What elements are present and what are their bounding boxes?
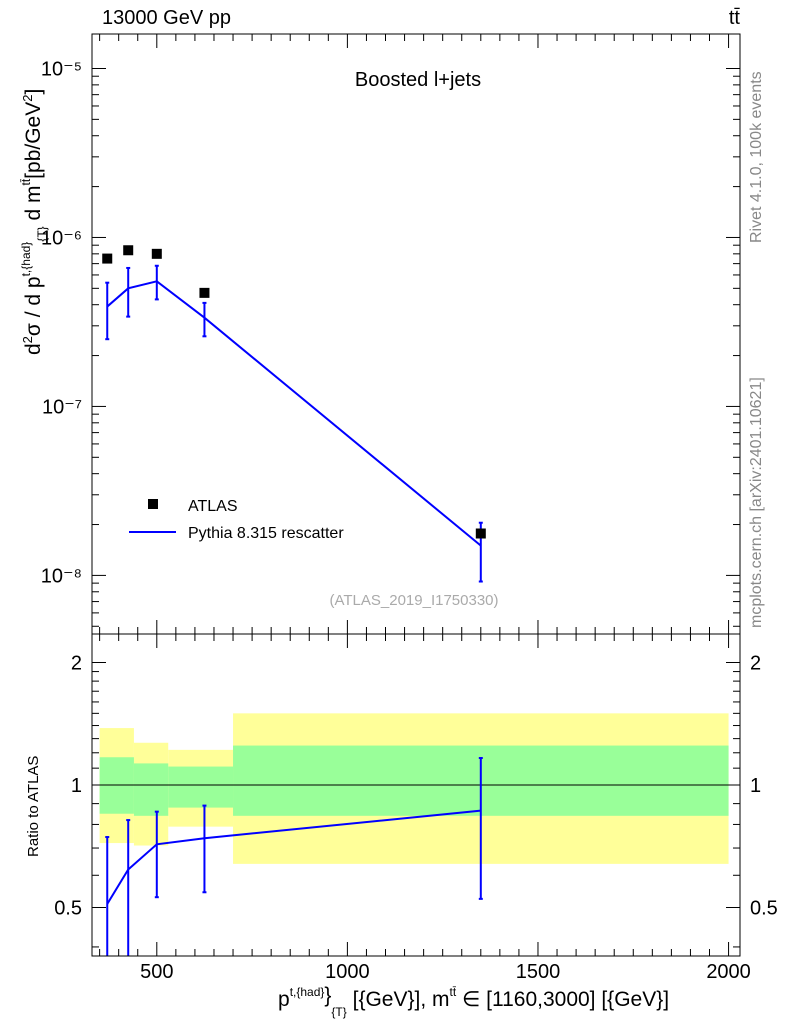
atlas-data-point <box>199 287 210 298</box>
main-panel: 10⁻⁸ 10⁻⁷ 10⁻⁶ 10⁻⁵ Boosted l+jets (ATLAS_2… <box>19 33 741 635</box>
ratio-plot-area <box>92 713 740 956</box>
header-energy: 13000 GeV pp <box>102 7 231 29</box>
ratio-ytick-label-right: 2 <box>750 653 761 675</box>
main-plot-area <box>102 245 486 583</box>
main-ytick-label: 10⁻⁵ <box>41 58 82 80</box>
ratio-ytick-label-right: 0.5 <box>750 897 778 919</box>
atlas-data-point <box>123 245 134 256</box>
xtick-label: 500 <box>140 961 173 983</box>
rivet-version-label: Rivet 4.1.0, 100k events <box>748 71 765 243</box>
atlas-data-point <box>475 528 486 539</box>
main-ytick-label: 10⁻⁷ <box>42 396 82 418</box>
header-process: tt̄ <box>729 7 741 29</box>
ratio-ytick-label-left: 0.5 <box>54 897 82 919</box>
legend-label-atlas: ATLAS <box>188 498 238 515</box>
legend: ATLAS Pythia 8.315 rescatter <box>129 498 344 542</box>
main-ticks: 10⁻⁸ 10⁻⁷ 10⁻⁶ 10⁻⁵ <box>41 34 740 634</box>
main-title: Boosted l+jets <box>355 69 481 91</box>
ratio-ytick-label-left: 1 <box>71 775 82 797</box>
ratio-ytick-label-left: 2 <box>71 653 82 675</box>
pythia-line <box>106 280 482 547</box>
ratio-band-green <box>168 766 234 808</box>
xtick-label: 1000 <box>325 961 370 983</box>
atlas-data-point <box>151 248 162 259</box>
main-frame <box>91 33 741 635</box>
x-axis-label: pt,{had}}{T} [{GeV}], mtt̄ ∈ [1160,3000]… <box>278 984 669 1019</box>
main-ytick-label: 10⁻⁸ <box>41 565 82 587</box>
ratio-band-green <box>133 763 169 816</box>
ratio-frame <box>91 633 741 957</box>
ratio-y-axis-label: Ratio to ATLAS <box>25 756 42 857</box>
atlas-data-point <box>102 253 113 264</box>
analysis-label: (ATLAS_2019_I1750330) <box>329 592 498 609</box>
main-y-axis-label: d2σ / d pt,{had}{T} d mtt̄[pb/GeV2] <box>19 89 49 355</box>
mcplots-source-label: mcplots.cern.ch [arXiv:2401.10621] <box>748 377 765 628</box>
ratio-ticks: 500 1000 1500 2000 0.5 0.5 1 1 2 2 <box>54 634 778 983</box>
main-ytick-label: 10⁻⁶ <box>41 227 82 249</box>
xtick-label: 1500 <box>516 961 561 983</box>
xtick-label: 2000 <box>706 961 751 983</box>
ratio-panel: 500 1000 1500 2000 0.5 0.5 1 1 2 2 Ratio to ATLAS… <box>25 633 778 1019</box>
ratio-ytick-label-right: 1 <box>750 775 761 797</box>
legend-marker-atlas <box>148 499 158 509</box>
legend-label-pythia: Pythia 8.315 rescatter <box>188 525 344 542</box>
